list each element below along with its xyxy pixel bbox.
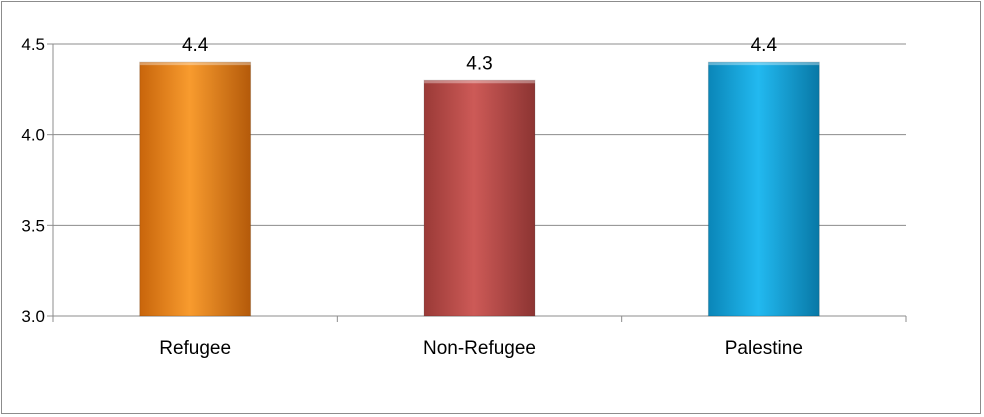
y-tick-label: 3.5 [21, 216, 45, 235]
category-label: Non-Refugee [423, 338, 536, 359]
data-labels: 4.4 4.3 4.4 [182, 35, 778, 74]
data-label: 4.4 [751, 35, 778, 56]
category-label: Refugee [159, 338, 231, 359]
bar-refugee [140, 62, 251, 316]
bar-highlight [708, 62, 819, 65]
data-label: 4.3 [466, 53, 492, 74]
y-tick-labels: 3.0 3.5 4.0 4.5 [21, 35, 45, 326]
bar-non-refugee [424, 80, 535, 316]
category-label: Palestine [725, 338, 803, 359]
y-tick-label: 4.0 [21, 126, 45, 145]
bar-palestine [708, 62, 819, 316]
bar-highlight [140, 62, 251, 65]
bar-highlight [424, 80, 535, 83]
y-tick-label: 4.5 [21, 35, 45, 54]
y-tick-label: 3.0 [21, 307, 45, 326]
category-labels: Refugee Non-Refugee Palestine [159, 338, 803, 359]
data-label: 4.4 [182, 35, 209, 56]
bars [140, 62, 820, 316]
